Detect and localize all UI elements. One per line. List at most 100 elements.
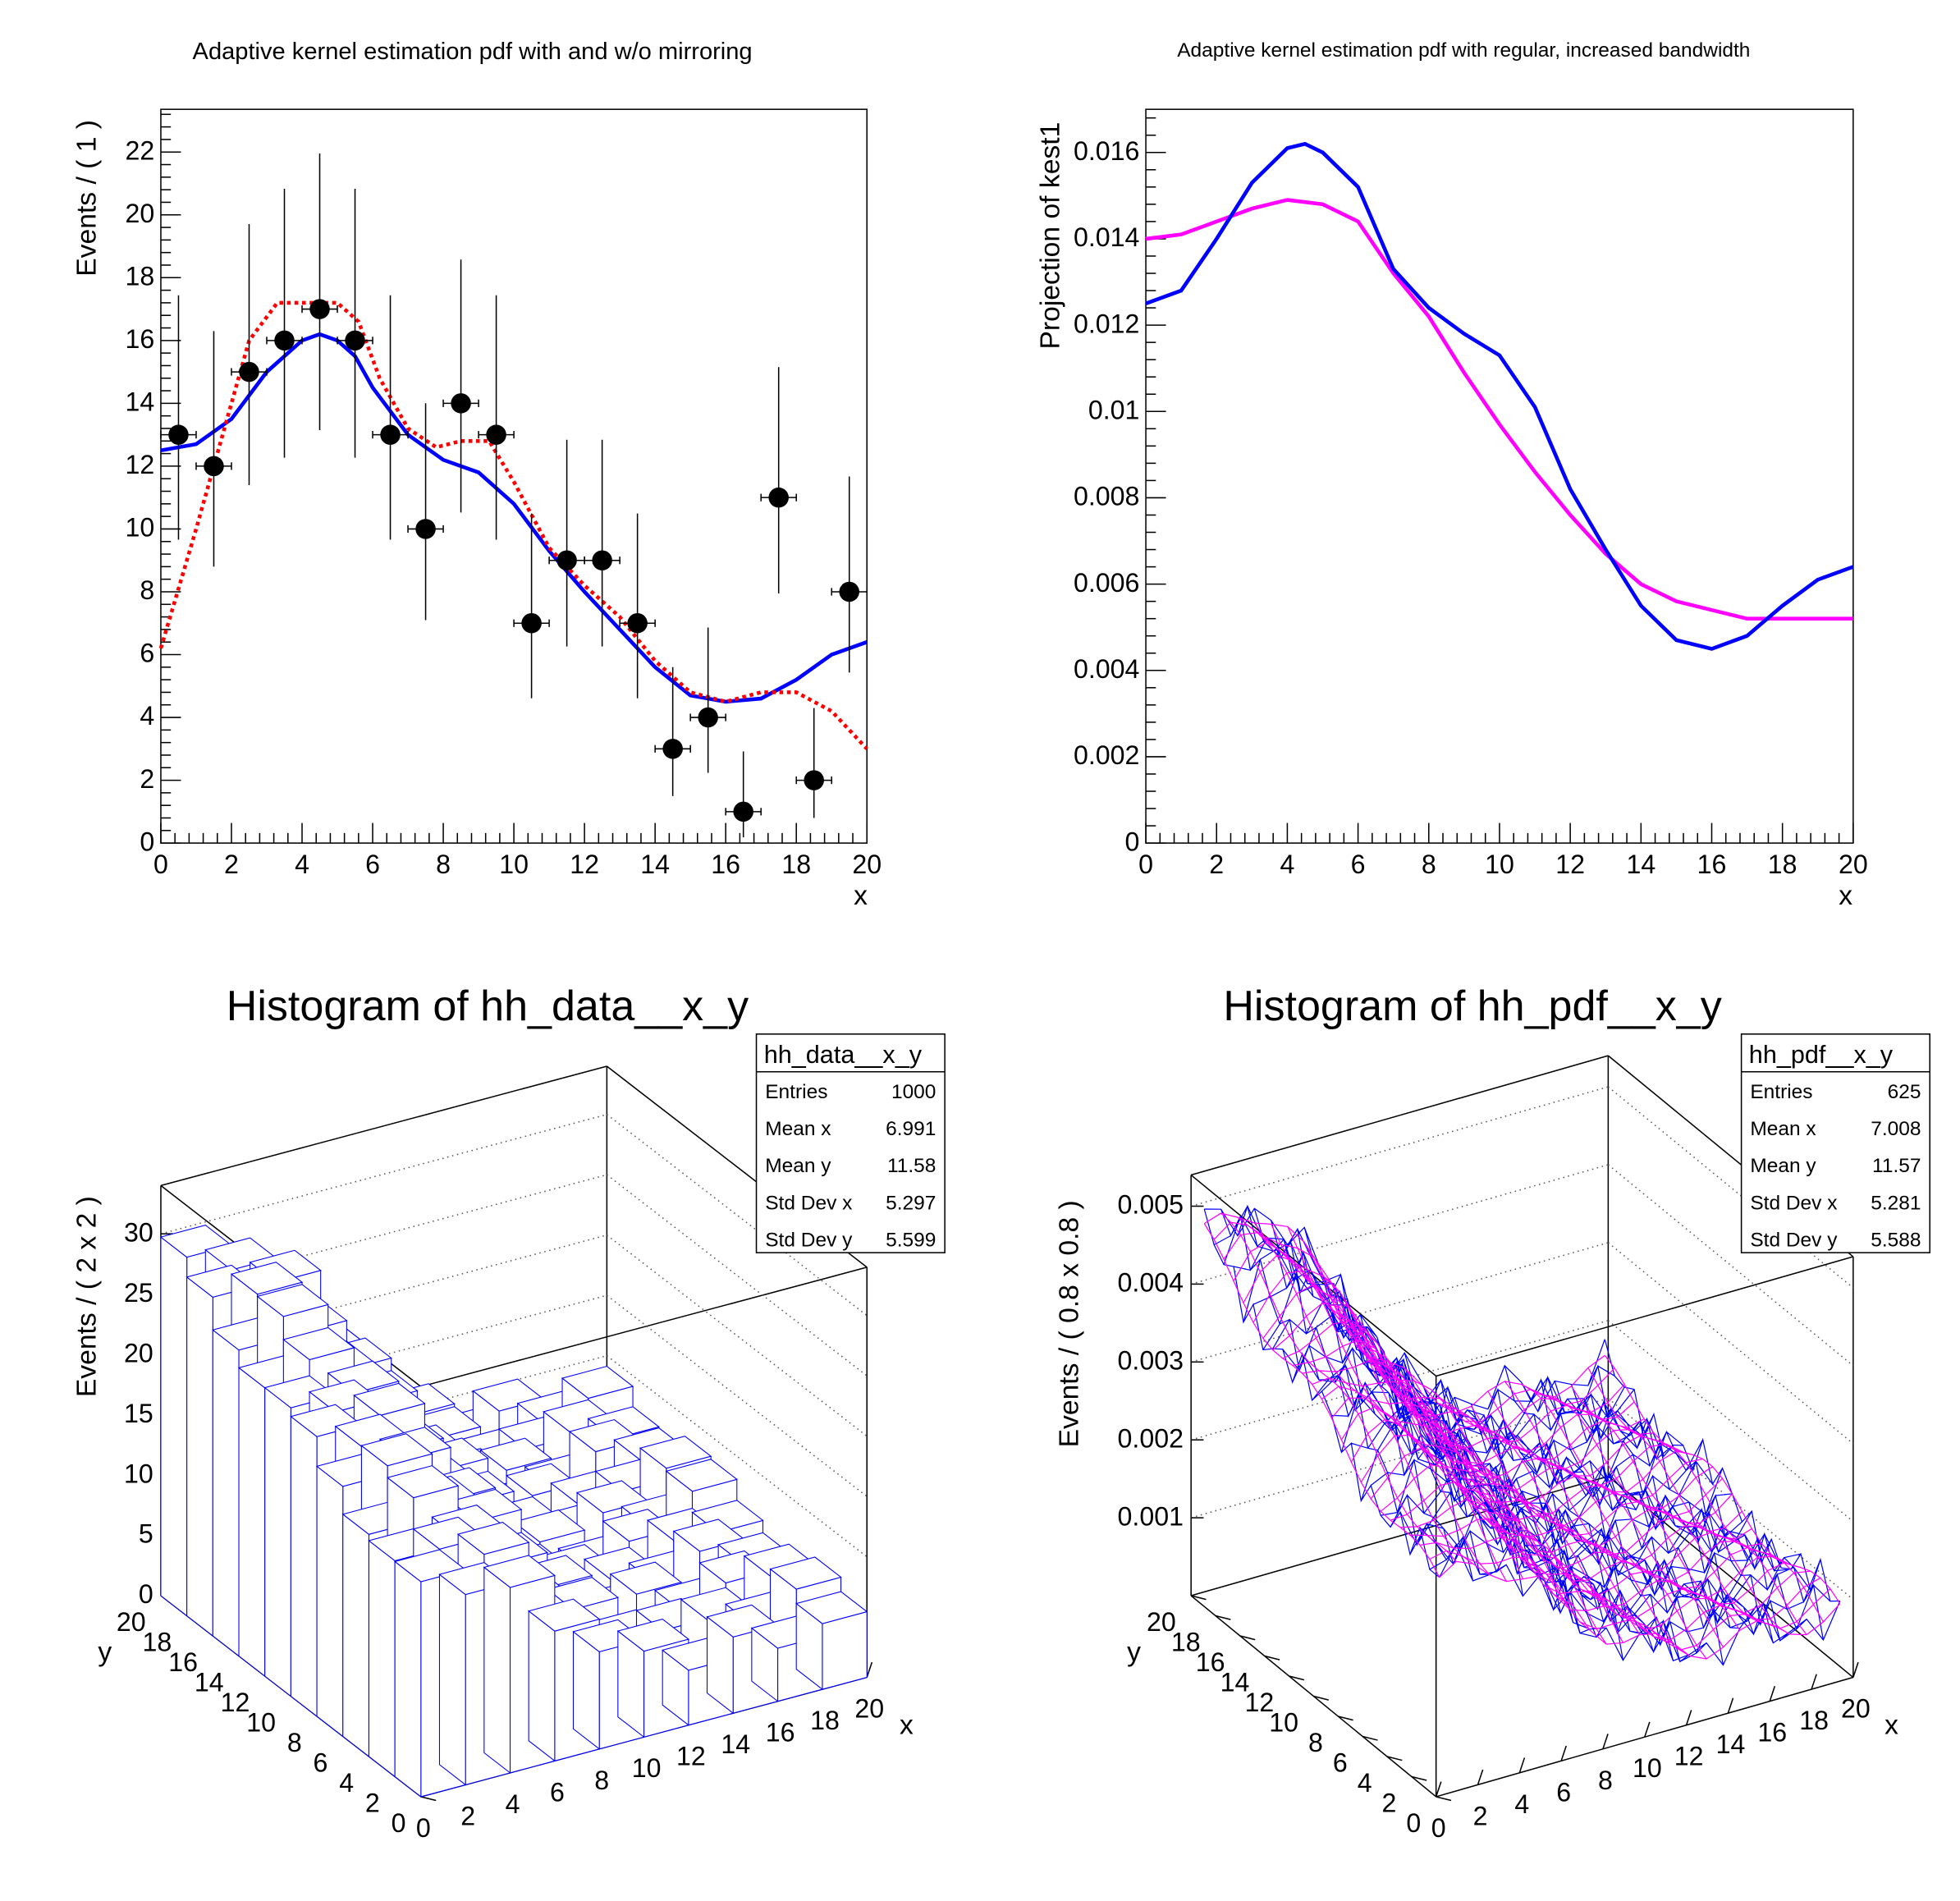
x-tick — [1811, 1674, 1817, 1690]
y-tick-label: 8 — [140, 575, 154, 605]
y-tick-label: 2 — [365, 1788, 380, 1817]
x-tick — [1518, 1757, 1526, 1774]
x-tick-label: 12 — [570, 850, 599, 879]
y-tick — [1190, 1595, 1207, 1601]
data-point — [451, 393, 471, 414]
x-tick-label: 2 — [460, 1801, 475, 1830]
lego-bar-top — [360, 1433, 433, 1467]
y-tick-label: 10 — [1269, 1707, 1298, 1737]
y-tick — [1239, 1635, 1256, 1641]
lego-bar-top — [483, 1555, 556, 1588]
lego-bar-side — [264, 1386, 291, 1697]
y-tick-label: 0.002 — [1074, 740, 1139, 770]
stats-label: Mean x — [765, 1118, 831, 1140]
x-tick-label: 18 — [810, 1706, 840, 1735]
x-tick — [1477, 1769, 1484, 1785]
pad1-ylabel: Events / ( 1 ) — [71, 120, 102, 277]
z-grid-line — [606, 1235, 868, 1437]
y-tick-label: 6 — [314, 1748, 328, 1777]
x-tick-label: 4 — [1280, 850, 1294, 879]
x-tick-label: 16 — [711, 850, 740, 879]
y-tick-label: 20 — [126, 199, 155, 228]
stats-label: Entries — [765, 1081, 827, 1103]
y-tick-label: 18 — [143, 1627, 172, 1656]
y-tick-label: 8 — [1308, 1728, 1323, 1757]
x-tick-label: 18 — [781, 850, 811, 879]
y-tick-label: 12 — [221, 1688, 250, 1717]
x-tick — [1560, 1745, 1567, 1761]
y-tick-label: 4 — [140, 701, 154, 731]
frame-edge — [1190, 1055, 1609, 1176]
z-tick-label: 0.003 — [1118, 1345, 1184, 1375]
x-tick-label: 8 — [1598, 1766, 1613, 1795]
x-tick — [866, 1661, 873, 1678]
x-tick — [1602, 1734, 1609, 1750]
stats-value: 5.297 — [886, 1192, 936, 1214]
x-tick-label: 4 — [506, 1789, 520, 1819]
y-tick-label: 14 — [1220, 1667, 1250, 1697]
y-tick-label: 0.012 — [1074, 309, 1139, 338]
stats-box-hh-data: hh_data__x_y Entries 1000 Mean x 6.991 Mean … — [755, 1033, 946, 1253]
x-tick-label: 4 — [1514, 1789, 1529, 1819]
lego-bar-top — [479, 1437, 552, 1471]
x-tick-label: 10 — [1633, 1753, 1662, 1783]
x-tick-label: 12 — [676, 1742, 706, 1771]
pad3-zlabel: Events / ( 2 x 2 ) — [71, 1196, 102, 1397]
stats-value: 625 — [1888, 1081, 1921, 1103]
lego-bar-side — [186, 1276, 213, 1638]
plot-frame — [160, 108, 868, 844]
y-tick-label: 0.01 — [1088, 395, 1140, 424]
x-tick-label: 4 — [295, 850, 309, 879]
data-point — [274, 330, 295, 351]
lego-bar-top — [665, 1459, 738, 1492]
y-tick-label: 12 — [126, 450, 155, 479]
plot-frame — [1145, 108, 1854, 844]
z-grid-line — [1190, 1397, 1609, 1519]
y-tick-label: 16 — [126, 324, 155, 354]
y-tick-label: 10 — [246, 1707, 276, 1737]
y-tick-label: 14 — [195, 1667, 224, 1697]
lego-bar-top — [561, 1365, 634, 1399]
z-tick-label: 5 — [139, 1519, 153, 1549]
y-tick-label: 18 — [126, 261, 155, 291]
lego-bar-side — [483, 1566, 511, 1774]
x-tick-label: 10 — [499, 850, 529, 879]
x-tick-label: 2 — [224, 850, 239, 879]
y-tick-label: 18 — [1171, 1627, 1201, 1656]
stats-label: Entries — [1750, 1081, 1812, 1103]
stats-value: 11.57 — [1872, 1155, 1921, 1177]
z-tick-label: 0.005 — [1118, 1190, 1184, 1220]
x-tick-label: 12 — [1555, 850, 1585, 879]
y-tick — [1362, 1735, 1378, 1741]
x-tick-label: 16 — [766, 1718, 795, 1748]
x-tick-label: 20 — [854, 1694, 884, 1724]
pad4-zlabel: Events / ( 0.8 x 0.8 ) — [1054, 1200, 1084, 1447]
y-tick-label: 0 — [140, 827, 154, 856]
x-tick-label: 6 — [1556, 1777, 1571, 1807]
x-tick-label: 20 — [852, 850, 882, 879]
stats-value: 5.281 — [1871, 1192, 1921, 1214]
lego-bar-top — [230, 1262, 304, 1295]
y-tick — [1338, 1715, 1353, 1721]
frame-edge — [160, 1065, 607, 1187]
z-grid-line — [1190, 1086, 1609, 1207]
pad4-ylabel: y — [1127, 1638, 1141, 1668]
y-tick-label: 2 — [1382, 1788, 1397, 1817]
lego-bar-top — [616, 1618, 690, 1652]
y-tick-label: 0.008 — [1074, 482, 1139, 511]
pad3-xlabel: x — [900, 1710, 914, 1740]
lego-bar-top — [639, 1436, 712, 1469]
z-tick-label: 15 — [124, 1399, 153, 1428]
x-tick-label: 8 — [1422, 850, 1436, 879]
surface-mesh-blue — [1203, 1204, 1841, 1666]
data-point — [486, 424, 506, 445]
data-point — [168, 424, 189, 445]
stats-value: 5.599 — [886, 1229, 936, 1251]
y-tick-label: 22 — [126, 135, 155, 165]
x-tick-label: 16 — [1757, 1718, 1787, 1748]
stats-label: Std Dev y — [765, 1229, 853, 1251]
x-tick-label: 16 — [1697, 850, 1727, 879]
x-tick-label: 8 — [594, 1766, 609, 1795]
y-tick-label: 0.014 — [1074, 222, 1139, 252]
